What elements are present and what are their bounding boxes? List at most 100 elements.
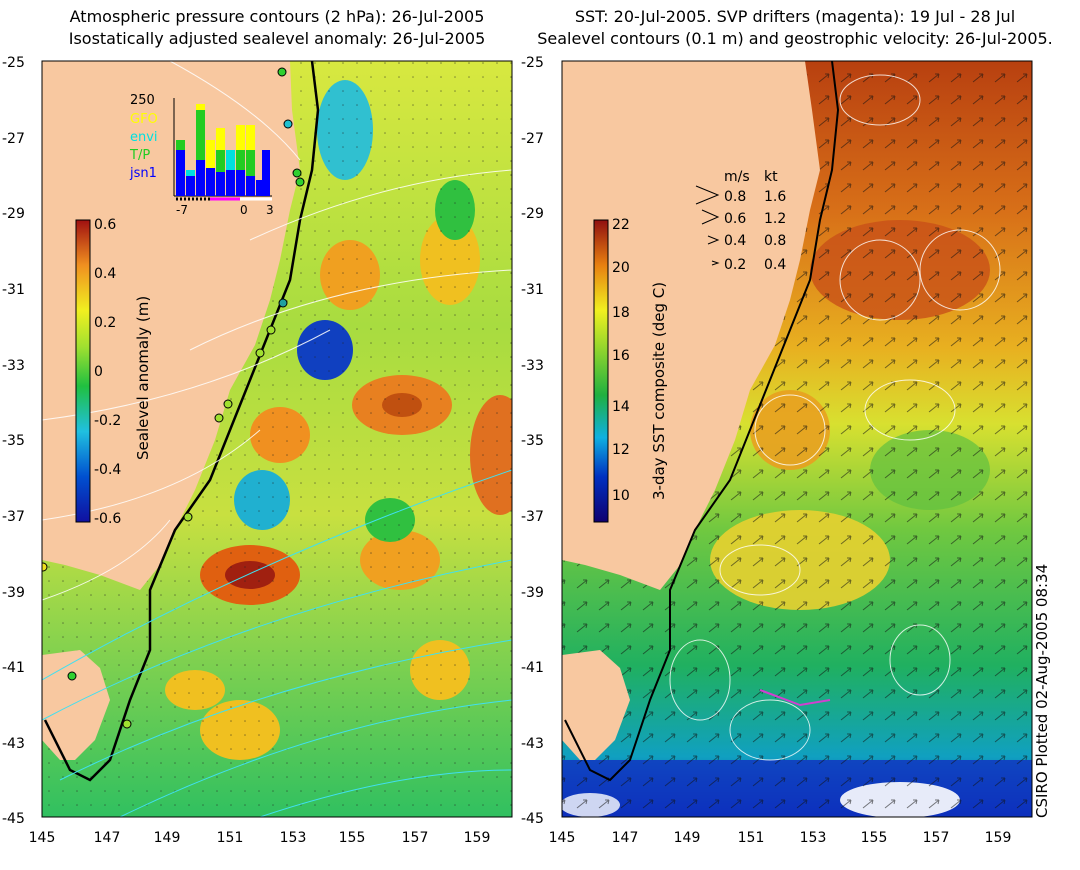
left-xtick-2: 149	[154, 830, 181, 846]
sla-colorbar-label: Sealevel anomaly (m)	[134, 296, 152, 460]
velocity-key-kt-header: kt	[764, 169, 778, 185]
sst-tick-4: 14	[612, 399, 630, 415]
right-xtick-6: 157	[923, 830, 950, 846]
inset-legend-tp: T/P	[129, 148, 150, 163]
right-map-title: SST: 20-Jul-2005. SVP drifters (magenta)…	[515, 6, 1075, 50]
velocity-key-kt-3: 0.4	[764, 257, 786, 273]
left-title-line1: Atmospheric pressure contours (2 hPa): 2…	[69, 7, 485, 26]
left-ytick-3: -31	[2, 282, 25, 298]
sst-tick-2: 18	[612, 305, 630, 321]
right-map	[562, 61, 1032, 817]
sla-tick-6: -0.6	[94, 511, 121, 527]
sst-colorbar: 22 20 18 16 14 12 10 3-day SST composite…	[593, 217, 668, 523]
sealevel-colorbar: 0.6 0.4 0.2 0 -0.2 -0.4 -0.6 Sealevel an…	[75, 217, 152, 527]
left-ytick-1: -27	[2, 131, 25, 147]
left-map	[42, 61, 512, 817]
left-map-title: Atmospheric pressure contours (2 hPa): 2…	[42, 6, 512, 50]
x-axis-ticks: 145 147 149 151 153 155 157 159 145 147 …	[29, 830, 1012, 846]
velocity-arrow-0.2	[711, 260, 720, 266]
right-xtick-3: 151	[738, 830, 765, 846]
right-xtick-2: 149	[674, 830, 701, 846]
right-xtick-4: 153	[800, 830, 827, 846]
right-map-frame	[561, 60, 1033, 818]
sst-tick-6: 10	[612, 488, 630, 504]
pressure-contours-cyan	[42, 469, 512, 817]
left-xtick-0: 145	[29, 830, 56, 846]
inset-xtick-neg7: -7	[176, 203, 188, 217]
right-ytick-7: -39	[521, 585, 544, 601]
inset-xtick-3: 3	[266, 203, 274, 217]
left-xtick-6: 157	[402, 830, 429, 846]
velocity-key-ms-3: 0.2	[724, 257, 746, 273]
australia-land-right	[562, 61, 820, 590]
sst-tick-3: 16	[612, 348, 630, 364]
right-title-line1: SST: 20-Jul-2005. SVP drifters (magenta)…	[574, 7, 1016, 26]
left-ytick-9: -43	[2, 736, 25, 752]
right-xtick-5: 155	[861, 830, 888, 846]
sst-tick-0: 22	[612, 217, 630, 233]
sla-tick-5: -0.4	[94, 462, 121, 478]
velocity-key-ms-1: 0.6	[724, 211, 746, 227]
left-ytick-0: -25	[2, 55, 25, 71]
sst-tick-1: 20	[612, 260, 630, 276]
inset-legend-jsn1: jsn1	[129, 166, 157, 181]
sealevel-contours	[669, 74, 1001, 761]
y-axis-ticks: -25 -27 -29 -31 -33 -35 -37 -39 -41 -43 …	[2, 55, 544, 827]
altimeter-inset: 250 GFO envi T/P jsn1 -7 0 3	[129, 93, 274, 217]
velocity-key-ms-header: m/s	[724, 169, 750, 185]
right-xtick-1: 147	[612, 830, 639, 846]
left-xtick-7: 159	[464, 830, 491, 846]
velocity-key: m/s kt 0.8 1.6 0.6 1.2 0.4 0.8 0.2 0.4	[695, 169, 786, 273]
velocity-key-kt-0: 1.6	[764, 189, 786, 205]
right-ytick-2: -29	[521, 206, 544, 222]
sst-colorbar-label: 3-day SST composite (deg C)	[650, 282, 668, 500]
sla-tick-1: 0.4	[94, 266, 116, 282]
inset-count-label: 250	[130, 93, 155, 108]
right-title-line2: Sealevel contours (0.1 m) and geostrophi…	[537, 29, 1053, 48]
right-ytick-10: -45	[521, 811, 544, 827]
velocity-key-ms-0: 0.8	[724, 189, 746, 205]
inset-legend-gfo: GFO	[130, 112, 158, 127]
left-xtick-5: 155	[339, 830, 366, 846]
tasmania-left	[42, 650, 110, 760]
sla-tick-2: 0.2	[94, 315, 116, 331]
left-xtick-3: 151	[217, 830, 244, 846]
left-ytick-6: -37	[2, 509, 25, 525]
left-title-line2: Isostatically adjusted sealevel anomaly:…	[68, 29, 486, 48]
inset-xtick-0: 0	[240, 203, 248, 217]
right-ytick-4: -33	[521, 358, 544, 374]
velocity-arrow-0.6	[701, 209, 720, 225]
right-ytick-6: -37	[521, 509, 544, 525]
australia-land-left	[42, 61, 300, 590]
sla-tick-4: -0.2	[94, 413, 121, 429]
left-ytick-10: -45	[2, 811, 25, 827]
inset-legend-envi: envi	[130, 130, 158, 145]
right-ytick-1: -27	[521, 131, 544, 147]
velocity-arrow-0.4	[707, 235, 720, 245]
svp-drifter-track	[759, 689, 831, 707]
tasmania-right	[562, 650, 630, 760]
left-xtick-1: 147	[94, 830, 121, 846]
inset-bars	[176, 104, 270, 196]
right-xtick-0: 145	[549, 830, 576, 846]
right-xtick-7: 159	[985, 830, 1012, 846]
coast-contour-left	[43, 61, 320, 782]
tide-gauge-markers	[42, 67, 305, 729]
sst-tick-5: 12	[612, 442, 630, 458]
sla-tick-0: 0.6	[94, 217, 116, 233]
right-ytick-8: -41	[521, 660, 544, 676]
velocity-key-ms-2: 0.4	[724, 233, 746, 249]
left-ytick-5: -35	[2, 433, 25, 449]
left-ytick-2: -29	[2, 206, 25, 222]
velocity-key-kt-2: 0.8	[764, 233, 786, 249]
right-ytick-3: -31	[521, 282, 544, 298]
coast-contour-right	[564, 61, 840, 782]
sla-tick-3: 0	[94, 364, 103, 380]
left-map-frame	[41, 60, 513, 818]
left-ytick-4: -33	[2, 358, 25, 374]
right-ytick-0: -25	[521, 55, 544, 71]
left-xtick-4: 153	[280, 830, 307, 846]
right-ytick-9: -43	[521, 736, 544, 752]
velocity-arrow-0.8	[695, 185, 720, 205]
